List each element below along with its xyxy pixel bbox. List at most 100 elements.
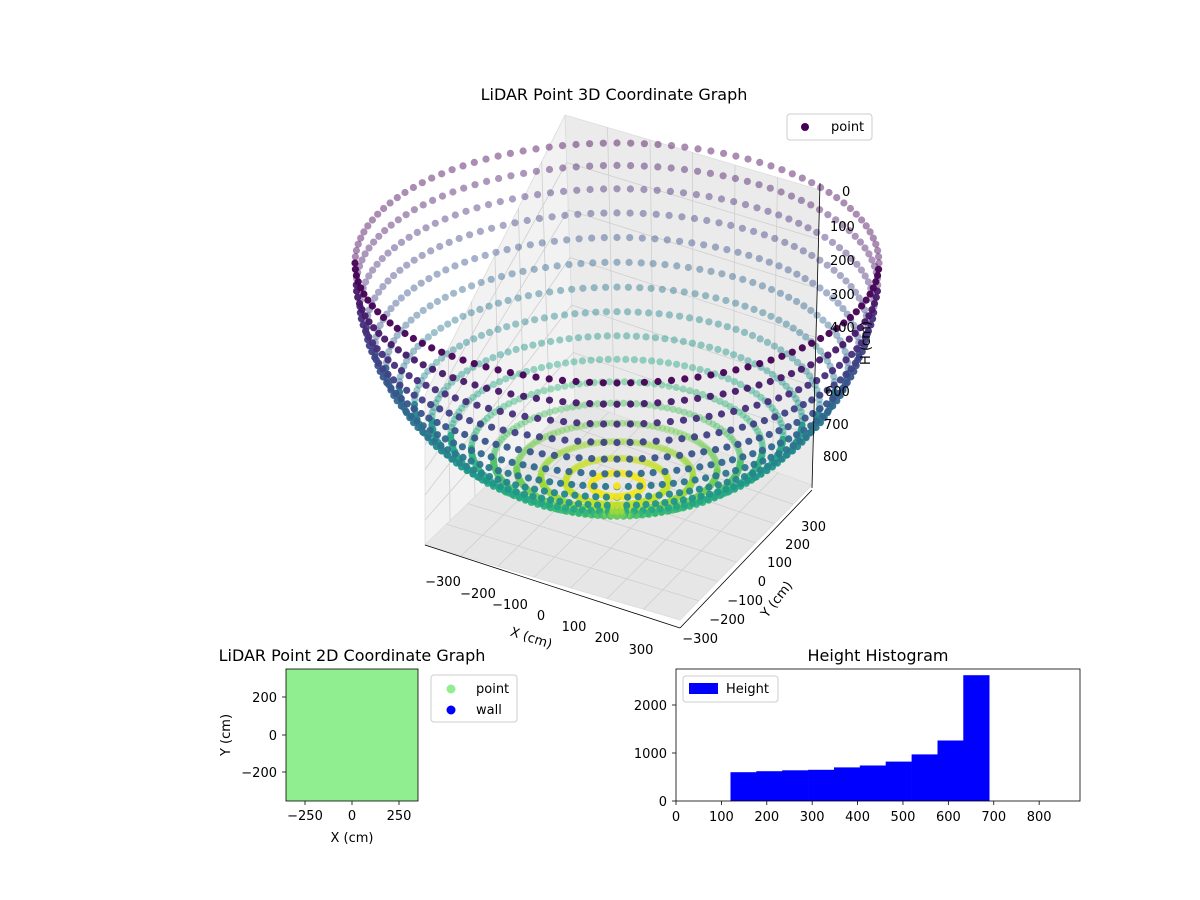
data-point xyxy=(397,294,405,302)
legend-marker-point xyxy=(801,123,809,131)
data-point xyxy=(508,458,516,466)
data-point xyxy=(380,313,388,322)
data-point xyxy=(426,426,434,434)
data-point xyxy=(700,442,708,450)
data-point xyxy=(429,408,437,416)
data-point xyxy=(695,316,704,324)
data-point xyxy=(546,288,554,296)
data-point xyxy=(390,361,399,369)
x-tick-label: 200 xyxy=(754,810,779,825)
data-point xyxy=(813,311,821,319)
data-point xyxy=(534,191,542,199)
data-point xyxy=(550,312,559,320)
data-point xyxy=(516,453,524,461)
data-point xyxy=(444,320,452,328)
data-point xyxy=(419,428,427,436)
data-point xyxy=(410,256,418,264)
data-point xyxy=(664,504,673,512)
data-point xyxy=(864,278,873,286)
data-point xyxy=(409,183,417,192)
data-point xyxy=(604,355,612,363)
data-point xyxy=(714,320,722,328)
data-point xyxy=(672,428,680,436)
data-point xyxy=(702,292,710,300)
data-point xyxy=(351,259,359,267)
data-point xyxy=(584,500,592,509)
data-point xyxy=(676,451,684,459)
data-point xyxy=(645,459,653,468)
data-point xyxy=(654,443,663,451)
data-point xyxy=(783,451,791,459)
data-point xyxy=(505,400,513,408)
data-point xyxy=(796,437,804,445)
data-point xyxy=(845,227,853,235)
data-point xyxy=(626,420,635,428)
data-point xyxy=(832,346,840,354)
data-point xyxy=(872,278,880,286)
data-point xyxy=(613,439,621,447)
data-point xyxy=(728,272,737,281)
data-point xyxy=(727,426,735,434)
data-point xyxy=(613,482,621,490)
chart-2d: LiDAR Point 2D Coordinate Graph −250 0 2… xyxy=(219,646,518,846)
data-point xyxy=(724,375,732,383)
legend-label-point: point xyxy=(476,682,509,697)
data-point xyxy=(708,451,717,459)
data-point xyxy=(613,233,621,242)
data-point xyxy=(623,332,631,340)
data-point xyxy=(418,339,426,347)
data-point xyxy=(836,272,845,280)
data-point xyxy=(807,422,815,430)
x-tick-label: 0 xyxy=(672,810,680,825)
data-point xyxy=(797,196,806,204)
data-point xyxy=(562,504,570,512)
x-tick-label: 100 xyxy=(562,620,587,635)
data-point xyxy=(546,416,555,424)
data-point xyxy=(842,249,850,257)
data-point xyxy=(557,286,565,295)
data-point xyxy=(600,185,608,193)
data-point xyxy=(749,278,757,287)
data-point xyxy=(670,497,678,505)
data-point xyxy=(665,490,674,498)
data-point xyxy=(577,469,585,477)
data-point xyxy=(697,440,705,448)
data-point xyxy=(613,470,621,478)
data-point xyxy=(676,237,684,245)
data-point xyxy=(519,371,527,379)
data-point xyxy=(422,224,430,232)
data-point xyxy=(776,289,785,297)
data-point xyxy=(778,166,786,174)
data-point xyxy=(360,228,368,236)
data-point xyxy=(839,305,847,313)
data-point xyxy=(777,419,785,428)
data-point xyxy=(594,332,602,340)
data-point xyxy=(558,142,567,150)
z-tick-label: 100 xyxy=(830,220,855,235)
data-point xyxy=(386,319,394,327)
data-point xyxy=(694,145,702,153)
data-point xyxy=(775,316,783,324)
data-point xyxy=(451,427,459,435)
data-point xyxy=(647,284,655,292)
data-point xyxy=(497,456,506,464)
data-point xyxy=(563,404,571,412)
data-point xyxy=(711,446,720,454)
data-point xyxy=(703,431,711,439)
data-point xyxy=(643,459,651,467)
data-point xyxy=(567,424,576,432)
data-point xyxy=(560,187,568,195)
data-point xyxy=(590,284,598,292)
data-point xyxy=(804,381,812,389)
data-point xyxy=(384,370,392,378)
data-point xyxy=(705,412,713,420)
data-point xyxy=(448,166,456,174)
data-point xyxy=(497,272,506,281)
data-point xyxy=(829,395,837,403)
data-point xyxy=(520,343,529,351)
data-point xyxy=(592,420,600,428)
data-point xyxy=(588,234,596,242)
data-point xyxy=(828,238,837,246)
data-point xyxy=(365,272,373,280)
data-point xyxy=(869,284,877,292)
